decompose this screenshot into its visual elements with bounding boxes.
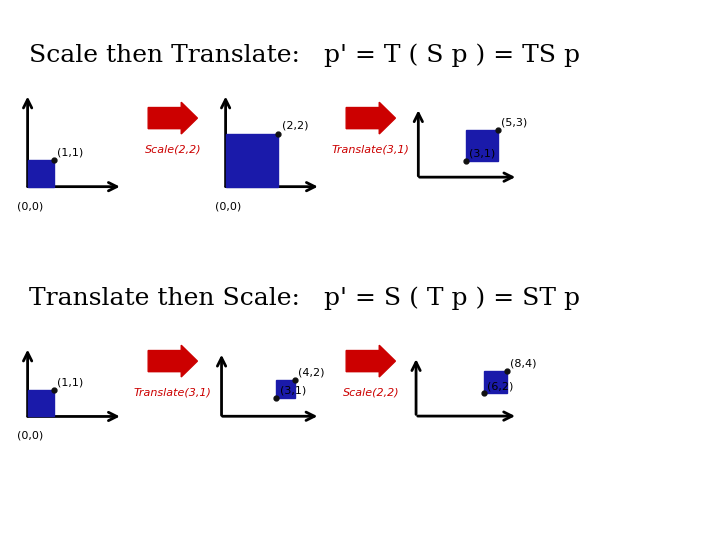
Text: (3,1): (3,1) [469, 149, 495, 159]
Text: Translate(3,1): Translate(3,1) [332, 145, 410, 155]
Text: (0,0): (0,0) [17, 431, 43, 441]
FancyArrow shape [148, 102, 197, 134]
Text: Translate then Scale:   p' = S ( T p ) = ST p: Translate then Scale: p' = S ( T p ) = S… [29, 286, 580, 310]
Text: (1,1): (1,1) [57, 377, 84, 388]
Text: Scale then Translate:   p' = T ( S p ) = TS p: Scale then Translate: p' = T ( S p ) = T… [29, 43, 580, 67]
Text: (1,1): (1,1) [57, 147, 84, 157]
Text: (2,2): (2,2) [282, 121, 308, 131]
Text: (6,2): (6,2) [487, 381, 513, 391]
Text: (0,0): (0,0) [215, 201, 241, 211]
Bar [27, 160, 54, 187]
FancyArrow shape [346, 345, 395, 377]
Text: (3,1): (3,1) [279, 386, 306, 396]
Text: Scale(2,2): Scale(2,2) [343, 388, 399, 398]
Text: (4,2): (4,2) [298, 368, 325, 377]
Bar [225, 134, 279, 187]
Text: Translate(3,1): Translate(3,1) [134, 388, 212, 398]
Bar [27, 390, 54, 416]
Text: Scale(2,2): Scale(2,2) [145, 145, 201, 155]
Text: (0,0): (0,0) [17, 201, 43, 211]
FancyArrow shape [148, 345, 197, 377]
Bar [276, 380, 294, 398]
Text: (8,4): (8,4) [510, 359, 536, 369]
FancyArrow shape [346, 102, 395, 134]
Text: (5,3): (5,3) [501, 117, 527, 127]
Bar [466, 130, 498, 161]
Bar [484, 371, 507, 394]
